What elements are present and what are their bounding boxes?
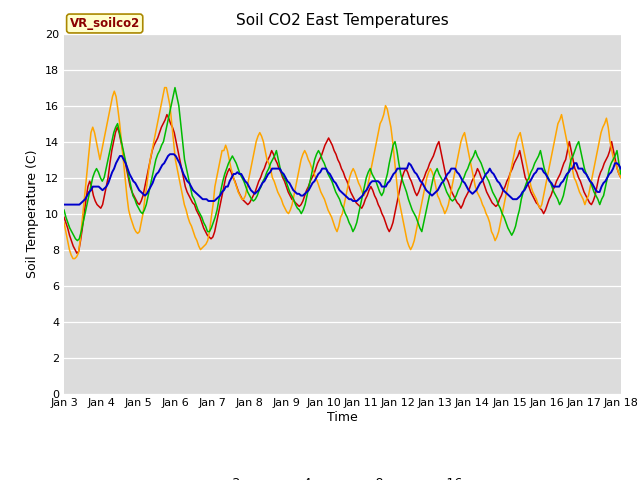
Title: Soil CO2 East Temperatures: Soil CO2 East Temperatures <box>236 13 449 28</box>
Text: VR_soilco2: VR_soilco2 <box>70 17 140 30</box>
Legend: -2cm, -4cm, -8cm, -16cm: -2cm, -4cm, -8cm, -16cm <box>198 472 487 480</box>
X-axis label: Time: Time <box>327 411 358 424</box>
Y-axis label: Soil Temperature (C): Soil Temperature (C) <box>26 149 40 278</box>
